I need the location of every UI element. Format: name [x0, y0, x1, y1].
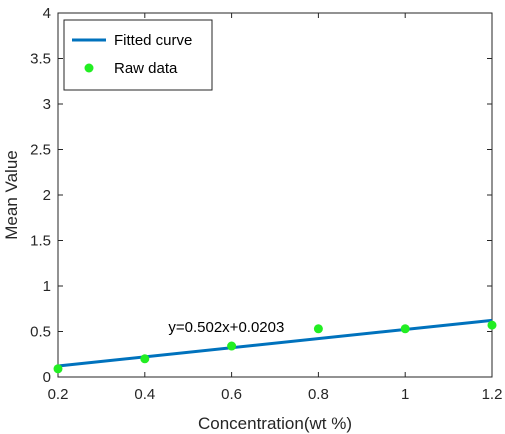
data-point [400, 324, 410, 334]
x-tick-label: 0.4 [134, 386, 155, 403]
y-tick-label: 3.5 [30, 51, 51, 68]
y-tick-label: 3 [43, 96, 51, 113]
x-tick-label: 0.8 [308, 386, 329, 403]
x-tick-label: 1 [401, 386, 409, 403]
y-tick-label: 1 [43, 278, 51, 295]
y-tick-label: 0 [43, 369, 51, 386]
y-tick-label: 1.5 [30, 233, 51, 250]
data-point [53, 364, 63, 374]
y-tick-label: 2 [43, 187, 51, 204]
annotation-layer: y=0.502x+0.0203 [168, 319, 284, 336]
y-tick-label: 4 [43, 5, 51, 22]
y-ticks: 0 0.5 1 1.5 2 2.5 3 3.5 4 [30, 5, 492, 386]
x-ticks: 0.2 0.4 0.6 0.8 1 1.2 [48, 13, 503, 403]
legend: Fitted curve Raw data [63, 19, 213, 91]
equation-annotation: y=0.502x+0.0203 [168, 319, 284, 336]
series-line-fitted-curve [57, 318, 493, 368]
legend-entry-label: Fitted curve [114, 32, 192, 49]
legend-box [63, 19, 213, 91]
data-point [140, 354, 150, 364]
series-layer [53, 318, 497, 374]
x-tick-label: 1.2 [482, 386, 503, 403]
x-tick-label: 0.2 [48, 386, 69, 403]
legend-marker-swatch [84, 63, 94, 73]
y-tick-label: 0.5 [30, 324, 51, 341]
x-axis-title: Concentration(wt %) [198, 414, 352, 433]
y-axis-title: Mean Value [2, 150, 21, 239]
data-point [227, 341, 237, 351]
data-point [313, 324, 323, 334]
x-tick-label: 0.6 [221, 386, 242, 403]
y-tick-label: 2.5 [30, 142, 51, 159]
legend-entry-label: Raw data [114, 60, 178, 77]
data-point [487, 320, 497, 330]
